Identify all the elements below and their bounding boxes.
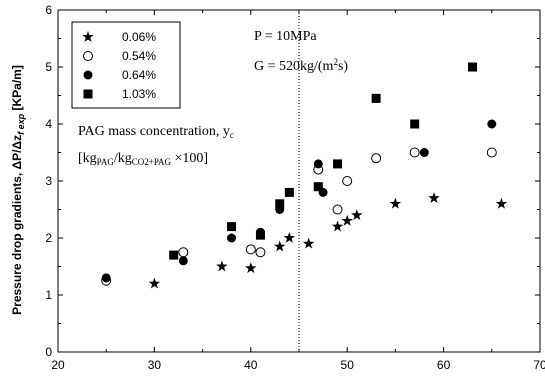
data-point-1_03pct [255,230,265,240]
data-point-1_03pct [371,93,381,103]
data-point-0_06pct [389,197,402,209]
legend-marker-1_03pct [83,89,93,99]
data-point-0_64pct [419,148,429,157]
x-tick-label: 50 [341,358,355,372]
pressure-annotation: P = 10MPa [254,29,317,44]
data-point-0_06pct [283,232,296,243]
data-point-1_03pct [410,119,420,129]
y-axis-label-main: Pressure drop gradients, [10,169,24,314]
y-axis-label-subscript: f exp [16,113,26,135]
mass-flux-suffix: s) [338,59,348,74]
y-tick-label: 6 [45,3,52,17]
points-layer [101,62,508,289]
legend-label-0_64pct: 0.64% [122,68,156,82]
data-point-0_64pct [227,233,237,243]
x-tick-label: 40 [244,358,258,372]
data-point-0_06pct [351,209,363,221]
legend-marker-0_06pct [82,31,94,42]
y-tick-label: 2 [45,231,52,245]
legend-label-0_06pct: 0.06% [122,30,156,44]
y-axis-label-unit: [KPa/m] [10,65,24,114]
legend-marker-0_64pct [83,70,93,80]
y-axis-label: Pressure drop gradients, ΔP/Δzf exp [KPa… [10,65,26,315]
mass-flux-prefix: G = 520kg/(m [254,59,334,74]
formula-open: [kg [78,151,97,166]
y-tick-label: 4 [45,117,52,131]
concentration-label-subscript: c [230,130,234,140]
legend-label-1_03pct: 1.03% [122,87,156,101]
axes-layer: 20 30 40 50 60 70 0 1 2 3 4 5 6 [45,3,545,372]
data-point-0_54pct [342,176,353,186]
data-point-0_64pct [487,119,497,129]
data-point-0_64pct [178,256,188,266]
concentration-label: PAG mass concentration, yc [78,124,234,140]
concentration-formula: [kgPAG/kgCO2+PAG ×100] [78,151,208,167]
y-tick-label: 5 [45,60,52,74]
legend-label-0_54pct: 0.54% [122,49,156,63]
data-point-1_03pct [169,250,179,260]
concentration-label-prefix: PAG mass concentration, y [78,124,230,139]
data-point-0_54pct [255,247,266,258]
x-tick-label: 30 [148,358,162,372]
mass-flux-annotation: G = 520kg/(m2s) [254,57,348,74]
formula-sub-co2-pag: CO2+PAG [132,157,172,167]
x-tick-label: 20 [51,358,65,372]
data-point-0_06pct [331,220,344,232]
x-tick-label: 70 [533,358,545,372]
data-point-1_03pct [275,199,285,209]
data-point-1_03pct [227,222,237,232]
y-axis-label-symbol: ΔP/Δz [10,135,24,170]
data-point-0_54pct [409,147,420,158]
data-point-0_54pct [332,204,343,215]
legend-entries: 0.06% 0.54% 0.64% 1.03% [82,30,156,101]
y-tick-label: 0 [45,345,52,359]
data-point-0_06pct [341,214,353,226]
y-tick-label: 3 [45,174,52,188]
data-point-0_06pct [245,262,257,274]
data-point-0_54pct [245,244,256,255]
data-point-1_03pct [333,159,343,169]
data-point-1_03pct [468,62,478,72]
formula-sub-pag: PAG [97,157,115,167]
data-point-0_06pct [216,260,228,272]
y-tick-label: 1 [45,288,52,302]
legend-marker-0_54pct [83,51,93,61]
legend: 0.06% 0.54% 0.64% 1.03% [71,21,181,109]
formula-slash: /kg [114,151,132,166]
data-point-0_06pct [274,240,286,252]
mass-flux-superscript: 2 [333,57,338,67]
data-point-1_03pct [313,182,323,192]
data-point-0_54pct [486,147,497,158]
data-point-0_64pct [101,273,111,283]
data-point-0_64pct [313,159,323,169]
data-point-0_06pct [495,197,508,209]
data-point-0_06pct [428,192,440,203]
data-point-0_54pct [371,153,382,164]
formula-close: ×100] [171,151,208,166]
data-point-0_06pct [302,237,315,249]
data-point-0_06pct [148,277,161,289]
data-point-0_54pct [178,247,189,258]
x-tick-label: 60 [437,358,451,372]
data-point-1_03pct [284,187,294,197]
